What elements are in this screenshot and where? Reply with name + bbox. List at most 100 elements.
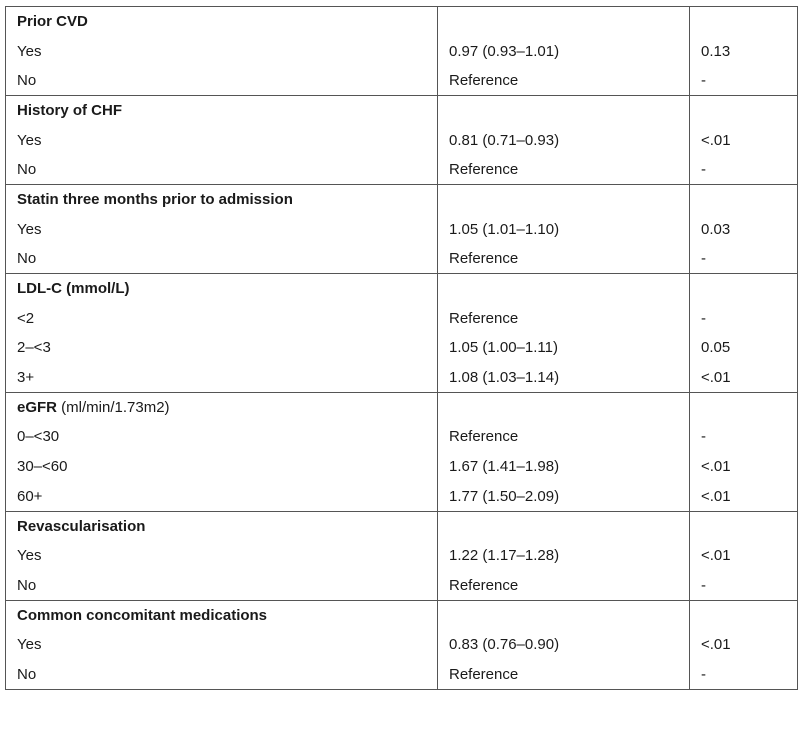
row-label-cell: 30–<60: [5, 451, 438, 482]
table-row: No Reference -: [5, 570, 798, 601]
table-row: No Reference -: [5, 659, 798, 690]
p-value-cell: <.01: [689, 125, 798, 155]
group-header-cell: Revascularisation: [5, 510, 438, 541]
odds-ratio-cell: Reference: [437, 659, 690, 690]
group-header-empty-cell: [689, 599, 798, 630]
group-header-label: History of CHF: [17, 102, 122, 120]
row-label-cell: No: [5, 65, 438, 96]
group-header-empty-cell: [437, 6, 690, 37]
odds-ratio-cell: Reference: [437, 154, 690, 185]
p-value-cell: -: [689, 154, 798, 185]
odds-ratio-cell: Reference: [437, 303, 690, 334]
group-header-label: Common concomitant medications: [17, 606, 268, 624]
group-header-cell: Prior CVD: [5, 6, 438, 37]
group-header-cell: Common concomitant medications: [5, 599, 438, 630]
group-header-empty-cell: [437, 510, 690, 541]
p-value-cell: <.01: [689, 540, 798, 571]
group-header-cell: LDL-C (mmol/L): [5, 273, 438, 304]
group-header-cell: History of CHF: [5, 95, 438, 126]
p-value-cell: -: [689, 244, 798, 274]
group-header-row-common-concomitant-medications: Common concomitant medications: [5, 599, 798, 630]
table-row: 3+ 1.08 (1.03–1.14) <.01: [5, 362, 798, 393]
odds-ratio-cell: 1.08 (1.03–1.14): [437, 362, 690, 393]
results-table: Prior CVD Yes 0.97 (0.93–1.01) 0.13 No Refere…: [5, 6, 798, 690]
table-row: Yes 0.97 (0.93–1.01) 0.13: [5, 36, 798, 66]
row-label-cell: Yes: [5, 629, 438, 660]
row-label-cell: 3+: [5, 362, 438, 393]
group-header-empty-cell: [689, 95, 798, 126]
p-value-cell: <.01: [689, 629, 798, 660]
p-value-cell: <.01: [689, 362, 798, 393]
odds-ratio-cell: 1.67 (1.41–1.98): [437, 451, 690, 482]
p-value-cell: 0.05: [689, 333, 798, 363]
group-header-empty-cell: [437, 273, 690, 304]
odds-ratio-cell: 0.81 (0.71–0.93): [437, 125, 690, 155]
odds-ratio-cell: 0.97 (0.93–1.01): [437, 36, 690, 66]
group-header-cell: eGFR (ml/min/1.73m2): [5, 391, 438, 423]
p-value-cell: -: [689, 422, 798, 452]
p-value-cell: <.01: [689, 451, 798, 482]
p-value-cell: 0.03: [689, 214, 798, 244]
group-header-label: LDL-C (mmol/L): [17, 280, 130, 298]
table-row: Yes 1.22 (1.17–1.28) <.01: [5, 540, 798, 571]
odds-ratio-cell: 0.83 (0.76–0.90): [437, 629, 690, 660]
group-header-label: eGFR: [17, 399, 58, 417]
p-value-cell: 0.13: [689, 36, 798, 66]
row-label-cell: 0–<30: [5, 422, 438, 452]
group-header-empty-cell: [689, 391, 798, 423]
results-table-body: Prior CVD Yes 0.97 (0.93–1.01) 0.13 No Refere…: [5, 6, 798, 690]
group-header-empty-cell: [437, 391, 690, 423]
table-row: 0–<30 Reference -: [5, 422, 798, 452]
table-row: Yes 0.81 (0.71–0.93) <.01: [5, 125, 798, 155]
group-header-unit: (ml/min/1.73m2): [57, 399, 170, 417]
table-row: 60+ 1.77 (1.50–2.09) <.01: [5, 481, 798, 512]
table-row: 30–<60 1.67 (1.41–1.98) <.01: [5, 451, 798, 482]
row-label-cell: Yes: [5, 214, 438, 244]
group-header-empty-cell: [689, 6, 798, 37]
odds-ratio-cell: Reference: [437, 422, 690, 452]
odds-ratio-cell: 1.05 (1.00–1.11): [437, 333, 690, 363]
row-label-cell: Yes: [5, 540, 438, 571]
table-row: No Reference -: [5, 154, 798, 185]
table-row: Yes 1.05 (1.01–1.10) 0.03: [5, 214, 798, 244]
table-row: <2 Reference -: [5, 303, 798, 334]
group-header-row-history-of-chf: History of CHF: [5, 95, 798, 126]
row-label-cell: No: [5, 244, 438, 274]
row-label-cell: 60+: [5, 481, 438, 512]
group-header-label: Prior CVD: [17, 13, 88, 31]
group-header-empty-cell: [689, 184, 798, 215]
group-header-empty-cell: [689, 510, 798, 541]
odds-ratio-cell: Reference: [437, 244, 690, 274]
group-header-cell: Statin three months prior to admission: [5, 184, 438, 215]
results-table-container: Prior CVD Yes 0.97 (0.93–1.01) 0.13 No Refere…: [5, 6, 798, 690]
group-header-row-egfr: eGFR (ml/min/1.73m2): [5, 391, 798, 423]
odds-ratio-cell: 1.05 (1.01–1.10): [437, 214, 690, 244]
group-header-row-revascularisation: Revascularisation: [5, 510, 798, 541]
odds-ratio-cell: Reference: [437, 570, 690, 601]
group-header-empty-cell: [689, 273, 798, 304]
group-header-row-statin-three-months-prior-to-admission: Statin three months prior to admission: [5, 184, 798, 215]
group-header-empty-cell: [437, 599, 690, 630]
row-label-cell: No: [5, 659, 438, 690]
row-label-cell: 2–<3: [5, 333, 438, 363]
group-header-row-prior-cvd: Prior CVD: [5, 6, 798, 37]
row-label-cell: <2: [5, 303, 438, 334]
group-header-row-ldl-c-mmol-l: LDL-C (mmol/L): [5, 273, 798, 304]
p-value-cell: -: [689, 303, 798, 334]
table-row: No Reference -: [5, 244, 798, 274]
table-row: 2–<3 1.05 (1.00–1.11) 0.05: [5, 333, 798, 363]
odds-ratio-cell: 1.22 (1.17–1.28): [437, 540, 690, 571]
group-header-empty-cell: [437, 184, 690, 215]
p-value-cell: -: [689, 659, 798, 690]
p-value-cell: -: [689, 570, 798, 601]
p-value-cell: -: [689, 65, 798, 96]
row-label-cell: No: [5, 570, 438, 601]
odds-ratio-cell: Reference: [437, 65, 690, 96]
group-header-empty-cell: [437, 95, 690, 126]
row-label-cell: Yes: [5, 125, 438, 155]
group-header-label: Statin three months prior to admission: [17, 191, 293, 209]
row-label-cell: Yes: [5, 36, 438, 66]
group-header-label: Revascularisation: [17, 517, 146, 535]
table-row: Yes 0.83 (0.76–0.90) <.01: [5, 629, 798, 660]
row-label-cell: No: [5, 154, 438, 185]
